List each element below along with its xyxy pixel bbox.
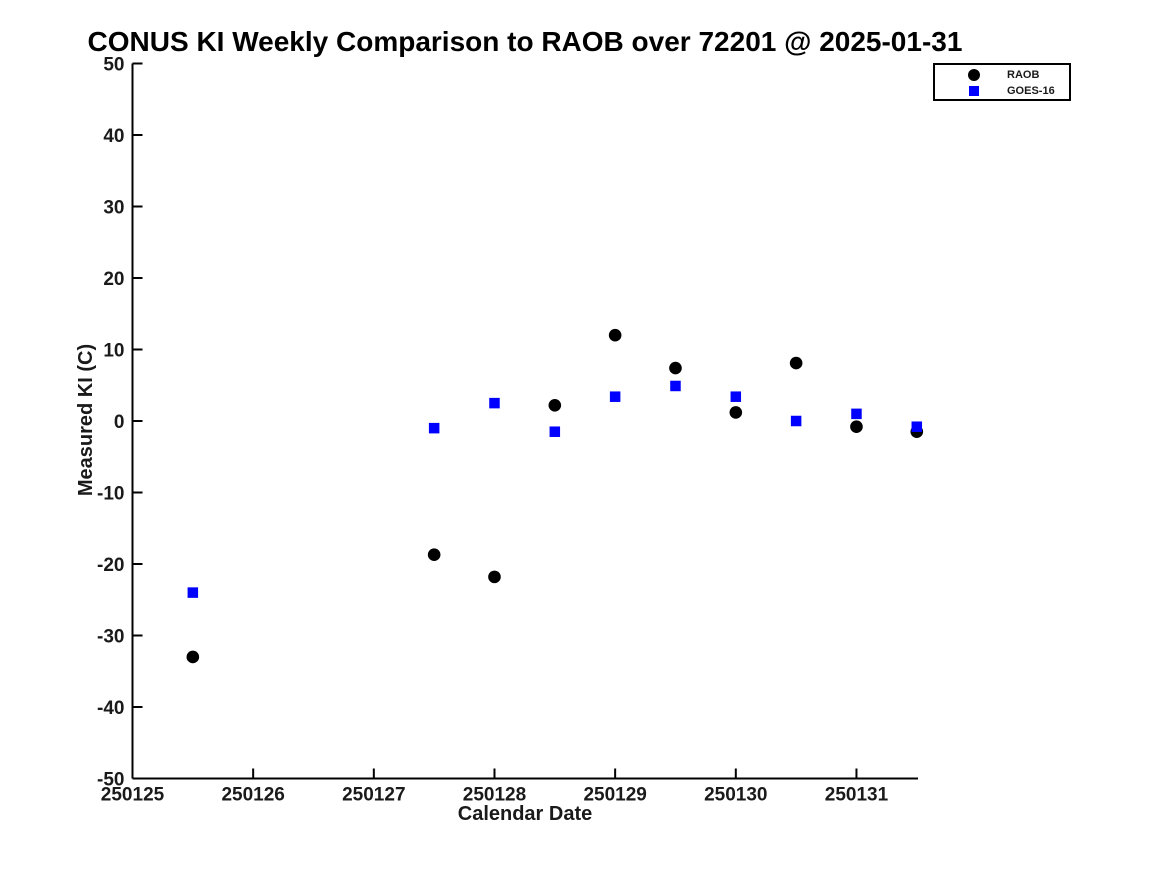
x-tick-label: 250128 [463,785,526,806]
circle-marker-icon [967,69,980,81]
x-tick-label: 250129 [583,785,646,806]
y-tick-label: 0 [114,412,125,433]
legend: RAOB GOES-16 [933,63,1071,101]
y-tick-label: 30 [103,198,124,219]
y-tick-label: -50 [97,770,124,791]
y-tick-label: -30 [97,627,124,648]
raob-point [789,356,803,370]
y-tick-label: 50 [103,55,124,76]
y-tick-label: 10 [103,341,124,362]
square-marker-icon [968,86,979,96]
raob-marker-icon [967,69,980,82]
raob-point [488,570,501,584]
goes16-point [489,397,500,409]
legend-item-goes16: GOES-16 [935,83,1069,99]
raob-point [729,406,743,419]
legend-label-goes16: GOES-16 [1007,85,1055,97]
x-tick-label: 250131 [825,785,889,806]
goes16-point [609,391,621,402]
y-tick-label: -10 [97,484,124,505]
y-tick-label: -40 [97,698,124,719]
x-tick-label: 250125 [101,785,165,806]
goes16-point [790,415,802,427]
raob-point [427,548,441,562]
x-tick-label: 250126 [221,785,284,806]
chart-title: CONUS KI Weekly Comparison to RAOB over … [87,26,963,57]
goes16-marker-icon [967,85,980,98]
goes16-point [187,587,199,598]
y-axis-label: Measured KI (C) [75,343,97,497]
y-tick-label: 40 [103,126,124,147]
raob-point [850,420,863,434]
x-axis-label: Calendar Date [457,803,593,825]
raob-point [548,398,562,412]
x-tick-label: 250127 [342,785,405,806]
raob-point [186,650,200,664]
goes16-point [851,408,862,420]
legend-item-raob: RAOB [935,67,1069,83]
goes16-point [428,422,440,434]
y-tick-label: -20 [97,555,124,576]
raob-point [608,328,622,342]
goes16-point [670,380,681,392]
goes16-point [730,391,742,402]
legend-label-raob: RAOB [1007,69,1040,81]
goes16-point [549,426,561,437]
y-tick-label: 20 [103,269,124,290]
goes16-point [911,421,923,432]
x-tick-label: 250130 [704,785,767,806]
raob-point [669,361,682,375]
